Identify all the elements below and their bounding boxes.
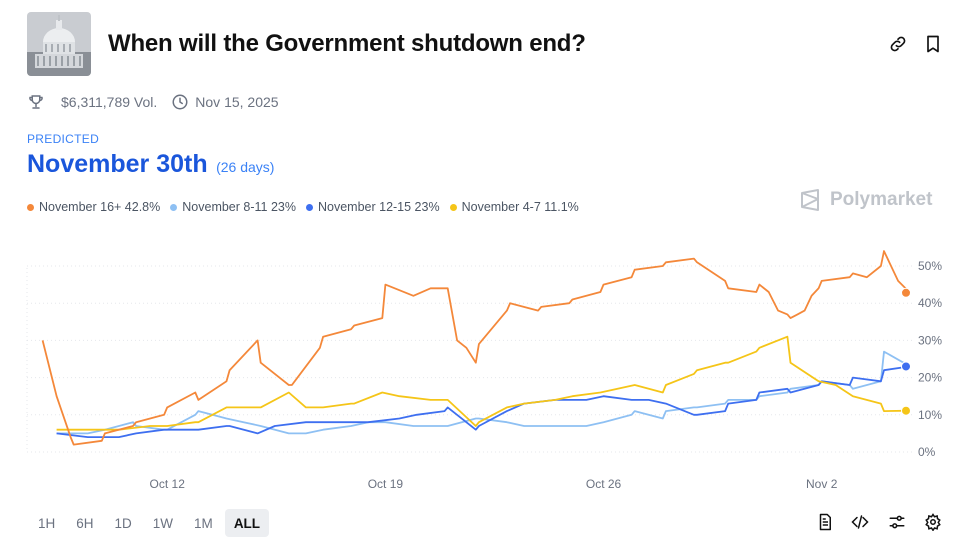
legend-dot <box>170 203 178 211</box>
series-line <box>56 335 911 431</box>
x-tick-label: Oct 12 <box>150 477 186 491</box>
y-tick-label: 40% <box>918 296 942 310</box>
trophy-icon <box>29 95 43 109</box>
link-icon[interactable] <box>888 34 908 54</box>
predicted-outcome: November 30th (26 days) <box>27 150 274 179</box>
y-axis: 0% 10% 20% 30% 40% 50% <box>918 259 942 459</box>
series-line <box>56 365 911 438</box>
legend-item[interactable]: November 12-15 23% <box>305 200 440 214</box>
range-all-button[interactable]: ALL <box>224 509 270 537</box>
legend-item[interactable]: November 16+ 42.8% <box>27 200 160 214</box>
range-1h-button[interactable]: 1H <box>38 515 56 531</box>
polymarket-logo-icon <box>801 189 819 211</box>
end-date-stat: Nov 15, 2025 <box>171 93 279 111</box>
capitol-dome-image <box>27 12 91 76</box>
chart-legend: November 16+ 42.8% November 8-11 23% Nov… <box>27 200 589 214</box>
x-tick-label: Oct 26 <box>586 477 622 491</box>
range-1w-button[interactable]: 1W <box>152 515 174 531</box>
legend-label: November 4-7 11.1% <box>461 200 579 214</box>
gear-icon[interactable] <box>924 513 944 533</box>
x-tick-label: Oct 19 <box>368 477 404 491</box>
range-1m-button[interactable]: 1M <box>194 515 213 531</box>
code-icon[interactable] <box>851 513 871 533</box>
time-range-selector: 1H 6H 1D 1W 1M ALL <box>29 509 272 537</box>
series-endpoint-dot <box>901 361 911 372</box>
x-axis: Oct 12 Oct 19 Oct 26 Nov 2 <box>150 477 838 491</box>
legend-item[interactable]: November 8-11 23% <box>170 200 296 214</box>
series-endpoint-dot <box>901 405 911 416</box>
legend-dot <box>449 203 457 211</box>
range-6h-button[interactable]: 6H <box>76 515 94 531</box>
y-tick-label: 30% <box>918 333 942 347</box>
legend-dot <box>27 203 34 211</box>
chart-grid <box>26 265 912 453</box>
series-line <box>41 250 911 446</box>
market-meta: $6,311,789 Vol. Nov 15, 2025 <box>27 92 279 112</box>
series-line <box>56 350 911 435</box>
x-tick-label: Nov 2 <box>806 477 838 491</box>
sliders-icon[interactable] <box>888 513 908 533</box>
y-tick-label: 50% <box>918 259 942 273</box>
legend-label: November 12-15 23% <box>317 200 440 214</box>
document-icon[interactable] <box>816 513 836 533</box>
legend-item[interactable]: November 4-7 11.1% <box>449 200 579 214</box>
polymarket-watermark: Polymarket <box>798 188 932 212</box>
volume-text: $6,311,789 Vol. <box>61 94 158 110</box>
predicted-label: PREDICTED <box>27 132 100 146</box>
series-lines <box>41 250 911 446</box>
volume-stat: $6,311,789 Vol. <box>27 93 157 111</box>
predicted-value: November 30th <box>27 150 208 178</box>
series-endpoint-dot <box>901 287 911 298</box>
series-endpoints <box>901 287 911 416</box>
end-date-text: Nov 15, 2025 <box>195 94 279 110</box>
range-1d-button[interactable]: 1D <box>114 515 132 531</box>
predicted-days: (26 days) <box>216 159 275 175</box>
price-history-chart[interactable]: Oct 12 Oct 19 Oct 26 Nov 2 0% 10% 20% 30% 40% 50… <box>0 230 953 500</box>
clock-icon <box>172 94 188 110</box>
y-tick-label: 10% <box>918 408 942 422</box>
legend-label: November 16+ 42.8% <box>39 200 161 214</box>
y-tick-label: 0% <box>918 445 936 459</box>
market-title: When will the Government shutdown end? <box>108 30 586 57</box>
legend-dot <box>305 203 313 211</box>
brand-name: Polymarket <box>830 189 933 210</box>
bookmark-icon[interactable] <box>923 34 943 54</box>
market-header: When will the Government shutdown end? <box>27 12 941 76</box>
y-tick-label: 20% <box>918 371 942 385</box>
legend-label: November 8-11 23% <box>182 200 296 214</box>
